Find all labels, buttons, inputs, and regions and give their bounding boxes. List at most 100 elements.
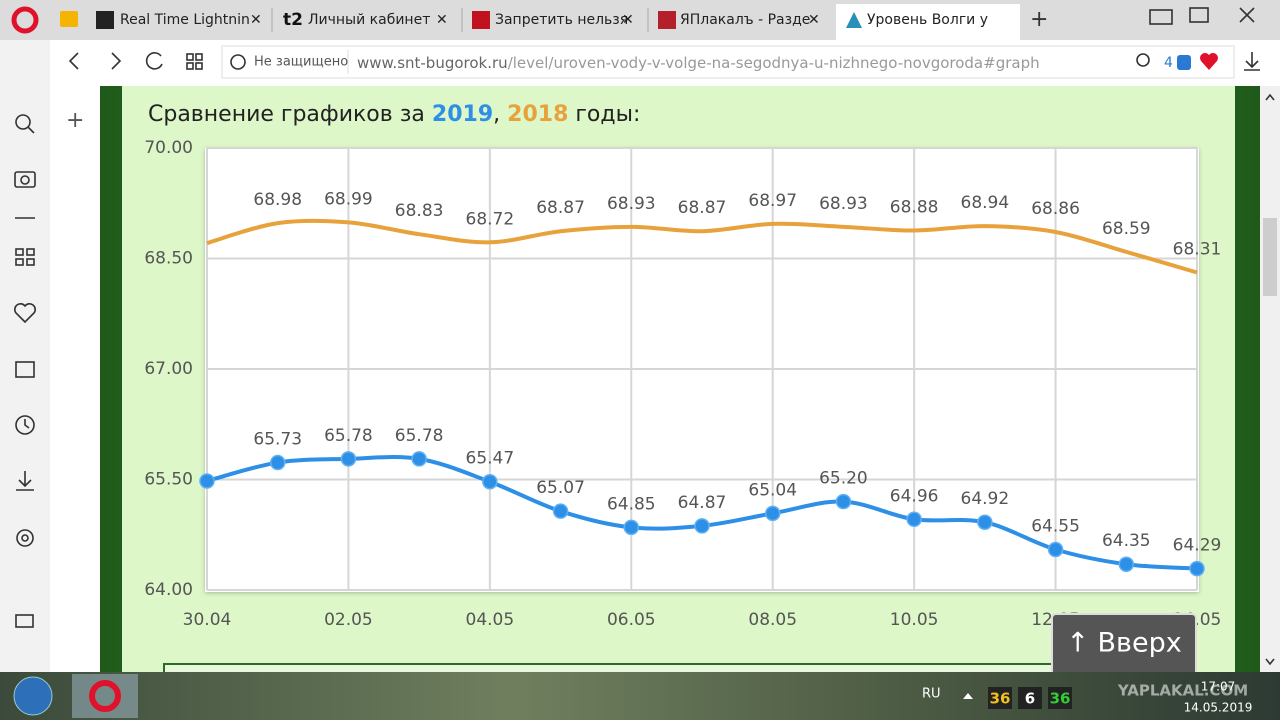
clock-time[interactable]: 17:07	[1201, 680, 1236, 694]
tab[interactable]: ЯПлакалъ - Разде ✕	[658, 11, 820, 29]
tab-strip	[0, 0, 1280, 40]
window-close[interactable]	[1239, 7, 1255, 23]
point	[1189, 560, 1205, 577]
title-end: годы:	[575, 102, 640, 127]
tab-title: Real Time Lightnin	[120, 12, 250, 28]
tab[interactable]: Запретить нельзя ✕	[472, 11, 634, 29]
new-tab[interactable]: +	[1030, 7, 1048, 32]
search-icon[interactable]	[15, 114, 31, 130]
scroll-top-button[interactable]: ↑ Вверх	[1051, 613, 1197, 677]
clock-date[interactable]: 14.05.2019	[1184, 701, 1253, 715]
data-label: 68.87	[536, 198, 585, 218]
data-label: 68.83	[395, 201, 444, 221]
window-restore[interactable]	[1189, 7, 1209, 23]
adblock-count[interactable]: 4	[1164, 55, 1173, 71]
settings-icon[interactable]	[16, 529, 34, 547]
data-label: 64.85	[607, 494, 656, 514]
chart-title: Сравнение графиков за 2019, 2018 годы:	[148, 102, 640, 127]
point	[1118, 556, 1135, 572]
point	[977, 514, 993, 530]
url-path: /level/uroven-vody-v-volge-na-segodnya-u…	[508, 54, 1040, 72]
tab-active[interactable]: Уровень Волги у	[836, 4, 1020, 40]
tray-expand[interactable]	[963, 693, 973, 699]
start-button[interactable]	[13, 676, 53, 716]
x-tick-label: 02.05	[324, 610, 373, 630]
data-label: 65.20	[819, 469, 868, 489]
y-tick-label: 65.50	[144, 470, 193, 490]
data-label: 68.31	[1173, 239, 1222, 259]
opera-logo[interactable]	[11, 6, 39, 34]
sidebar-icons	[14, 114, 36, 628]
tab-close[interactable]: ✕	[250, 12, 262, 28]
data-label: 68.88	[890, 198, 939, 218]
history-icon[interactable]	[15, 415, 35, 435]
tab-icon	[96, 11, 114, 29]
opera-taskbar-icon	[89, 680, 121, 712]
window-minimize[interactable]	[1149, 9, 1173, 25]
button-label: ↑ Вверх	[1066, 628, 1181, 659]
forward-button[interactable]	[111, 52, 122, 70]
x-tick-label: 06.05	[607, 610, 656, 630]
tray-icon[interactable]	[988, 687, 1012, 709]
tab-close[interactable]: ✕	[436, 12, 448, 28]
scrollbar-thumb[interactable]	[1263, 218, 1277, 296]
point	[269, 454, 286, 471]
title-separator: ,	[493, 102, 500, 127]
point	[340, 451, 357, 467]
news-icon[interactable]	[15, 361, 35, 378]
heart-icon[interactable]	[1200, 53, 1218, 70]
tray-icon[interactable]	[1048, 687, 1072, 709]
point	[552, 503, 569, 519]
speed-dial-icon[interactable]	[15, 248, 24, 256]
tab-close[interactable]: ✕	[808, 12, 820, 28]
data-label: 65.78	[324, 426, 373, 446]
snapshot-icon[interactable]	[14, 171, 36, 188]
tray-label: 36	[990, 690, 1011, 708]
point	[835, 493, 852, 510]
x-tick-label: 30.04	[183, 610, 232, 630]
bookmarks-icon[interactable]	[14, 303, 36, 324]
data-label: 68.97	[748, 191, 797, 211]
adblock-icon[interactable]	[1177, 55, 1191, 70]
tab-icon	[472, 11, 490, 29]
data-label: 65.04	[748, 480, 797, 500]
address-field[interactable]	[221, 45, 1235, 79]
tab-icon: t2	[283, 10, 303, 30]
tab-icon	[658, 11, 676, 29]
point	[1047, 541, 1064, 558]
sidebar-toggle[interactable]	[15, 614, 34, 628]
data-label: 68.94	[961, 193, 1010, 213]
back-button[interactable]	[68, 52, 79, 70]
tab[interactable]: t2 Личный кабинет ✕	[283, 10, 448, 30]
sidebar	[0, 40, 50, 672]
tray-label: 6	[1025, 690, 1035, 708]
security-label[interactable]: Не защищено	[254, 55, 348, 70]
tab-close[interactable]: ✕	[622, 12, 634, 28]
url-host: www.snt-bugorok.ru	[357, 54, 508, 72]
scrollbar[interactable]	[1260, 86, 1280, 672]
data-label: 64.87	[678, 493, 727, 513]
x-tick-label: 04.05	[466, 610, 515, 630]
zoom-icon[interactable]	[1136, 53, 1150, 67]
data-label: 68.86	[1031, 199, 1080, 219]
tab-title: ЯПлакалъ - Разде	[680, 12, 810, 28]
downloads-button[interactable]	[1244, 52, 1260, 71]
tray-icon[interactable]	[1018, 687, 1042, 709]
data-label: 68.98	[253, 190, 302, 210]
tab-title: Личный кабинет	[308, 12, 430, 28]
title-text: Сравнение графиков за	[148, 102, 425, 127]
tab[interactable]: Real Time Lightnin ✕	[60, 11, 262, 29]
data-label: 64.96	[890, 486, 939, 506]
data-label: 65.73	[253, 430, 302, 450]
point	[411, 451, 427, 467]
speed-dial-button[interactable]	[186, 53, 203, 70]
url: www.snt-bugorok.ru/level/uroven-vody-v-v…	[357, 54, 1040, 72]
series-line	[206, 218, 1198, 275]
language[interactable]: RU	[922, 687, 941, 702]
point	[482, 473, 498, 490]
taskbar	[0, 672, 1280, 720]
downloads-icon[interactable]	[16, 471, 34, 491]
scroll-arrows[interactable]	[1265, 93, 1275, 666]
add-button[interactable]: +	[66, 108, 84, 133]
reload-button[interactable]	[145, 52, 163, 70]
